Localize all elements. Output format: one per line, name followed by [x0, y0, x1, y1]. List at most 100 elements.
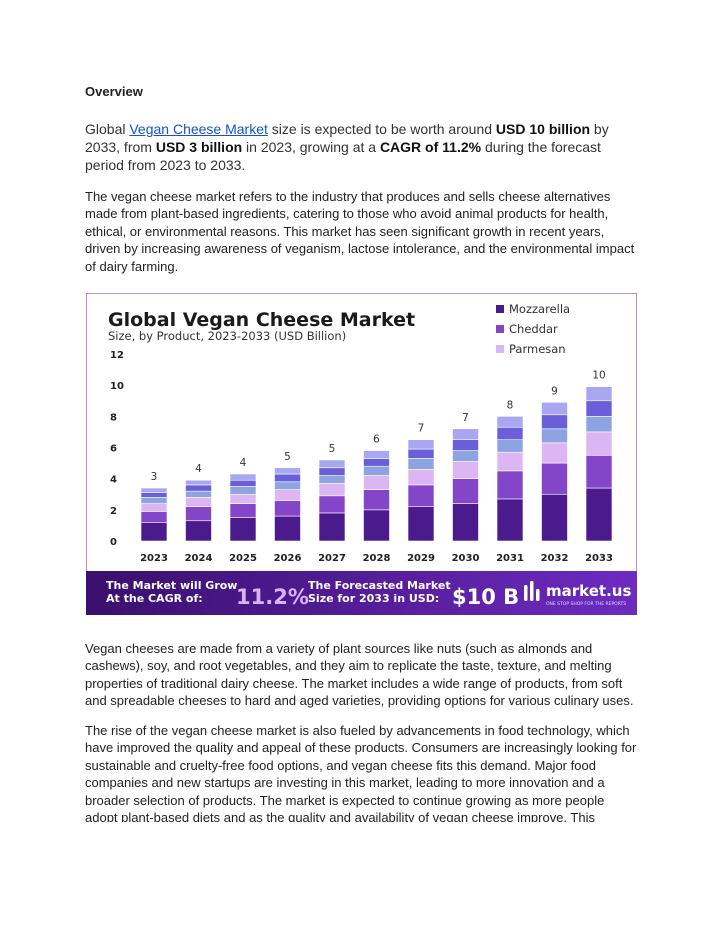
text: in 2023, growing at a	[242, 139, 380, 155]
bar-segment	[407, 484, 435, 508]
text: by 2033, from	[85, 121, 609, 155]
bar-segment	[185, 520, 212, 542]
banner-text: The Market will Grow At the CAGR of:	[106, 579, 237, 605]
total-label: 3	[151, 471, 158, 483]
total-label: 7	[462, 412, 469, 424]
heading: Overview	[85, 84, 143, 99]
brand-icon	[530, 581, 534, 601]
bar-segment	[318, 512, 346, 542]
paragraph: Global Vegan Cheese Market size is expec…	[85, 120, 637, 174]
paragraph: The vegan cheese market refers to the in…	[85, 188, 637, 275]
brand-icon	[536, 589, 540, 601]
legend-swatch	[496, 305, 504, 313]
x-tick-label: 2032	[541, 553, 569, 564]
total-label: 7	[418, 423, 425, 435]
bar-segment	[452, 478, 479, 504]
bar-segment	[185, 479, 212, 486]
x-tick-label: 2028	[363, 553, 391, 564]
bar-segment	[541, 428, 568, 444]
text: Vegan cheeses are made from a variety of…	[85, 641, 634, 709]
bar-segment	[452, 439, 479, 451]
bar-segment	[185, 490, 212, 498]
bar-segment	[407, 506, 435, 542]
bar-segment	[407, 448, 435, 459]
bar-segment	[407, 469, 435, 486]
bar-segment	[140, 487, 168, 493]
bar-segment	[585, 454, 613, 489]
chart-subtitle: Size, by Product, 2023-2033 (USD Billion…	[108, 329, 346, 343]
total-label: 6	[373, 434, 380, 446]
y-tick-label: 0	[110, 537, 117, 548]
legend-label: Cheddar	[509, 322, 558, 336]
legend-label: Mozzarella	[509, 302, 570, 316]
bar-segment	[496, 416, 524, 428]
bold-text: USD 10 billion	[495, 121, 591, 137]
brand-tagline: ONE STOP SHOP FOR THE REPORTS	[546, 601, 626, 607]
bar-segment	[452, 461, 479, 479]
legend-swatch	[496, 325, 504, 333]
text: during the forecast period from 2023 to …	[85, 139, 601, 173]
bar-segment	[363, 489, 390, 511]
bar-segment	[318, 467, 346, 476]
bar-segment	[185, 484, 212, 492]
total-label: 9	[551, 385, 558, 397]
brand-icon	[524, 585, 528, 601]
banner-value: $10 B	[452, 585, 519, 609]
link[interactable]: Vegan Cheese Market	[129, 121, 268, 137]
bar-segment	[585, 487, 613, 542]
legend-label: Parmesan	[509, 342, 566, 356]
bar-segment	[229, 473, 257, 481]
paragraph: The rise of the vegan cheese market is a…	[85, 722, 637, 822]
bar-segment	[363, 509, 390, 542]
bar-segment	[274, 515, 301, 542]
bar-segment	[274, 473, 301, 483]
total-label: 4	[195, 463, 202, 475]
x-tick-label: 2025	[229, 553, 257, 564]
bar-segment	[496, 426, 524, 441]
bar-segment	[229, 479, 257, 487]
x-tick-label: 2029	[407, 553, 435, 564]
banner	[86, 571, 637, 615]
bar-segment	[140, 497, 168, 504]
bar-segment	[452, 450, 479, 462]
text: The vegan cheese market refers to the in…	[85, 189, 635, 274]
x-tick-label: 2033	[585, 553, 613, 564]
bar-segment	[185, 497, 212, 508]
bar-segment	[407, 458, 435, 470]
y-tick-label: 8	[110, 412, 117, 423]
bar-segment	[274, 481, 301, 490]
x-tick-label: 2031	[496, 553, 524, 564]
x-tick-label: 2024	[185, 553, 213, 564]
bar-segment	[140, 503, 168, 512]
bar-segment	[452, 503, 479, 542]
bar-segment	[229, 517, 257, 542]
total-label: 5	[329, 443, 336, 455]
bar-segment	[140, 522, 168, 542]
bar-segment	[318, 475, 346, 484]
bar-segment	[541, 414, 568, 430]
bar-segment	[274, 500, 301, 517]
paragraph: Vegan cheeses are made from a variety of…	[85, 640, 637, 710]
bar-segment	[452, 428, 479, 441]
bar-segment	[496, 470, 524, 500]
bar-segment	[496, 451, 524, 472]
bar-segment	[140, 511, 168, 523]
bold-text: USD 3 billion	[155, 139, 243, 155]
chart-title: Global Vegan Cheese Market	[108, 309, 415, 331]
bar-segment	[229, 493, 257, 504]
x-tick-label: 2027	[318, 553, 346, 564]
bar-segment	[274, 489, 301, 501]
bar-segment	[229, 486, 257, 495]
text: size is expected to be worth around	[267, 121, 496, 137]
bar-segment	[585, 431, 613, 456]
legend-swatch	[496, 345, 504, 353]
bar-segment	[363, 465, 390, 476]
bar-segment	[185, 506, 212, 522]
y-tick-label: 6	[110, 444, 117, 455]
bold-text: CAGR of 11.2%	[379, 139, 482, 155]
bar-segment	[541, 402, 568, 416]
banner-value: 11.2%	[236, 585, 309, 609]
y-tick-label: 10	[110, 381, 124, 392]
y-tick-label: 4	[110, 475, 117, 486]
